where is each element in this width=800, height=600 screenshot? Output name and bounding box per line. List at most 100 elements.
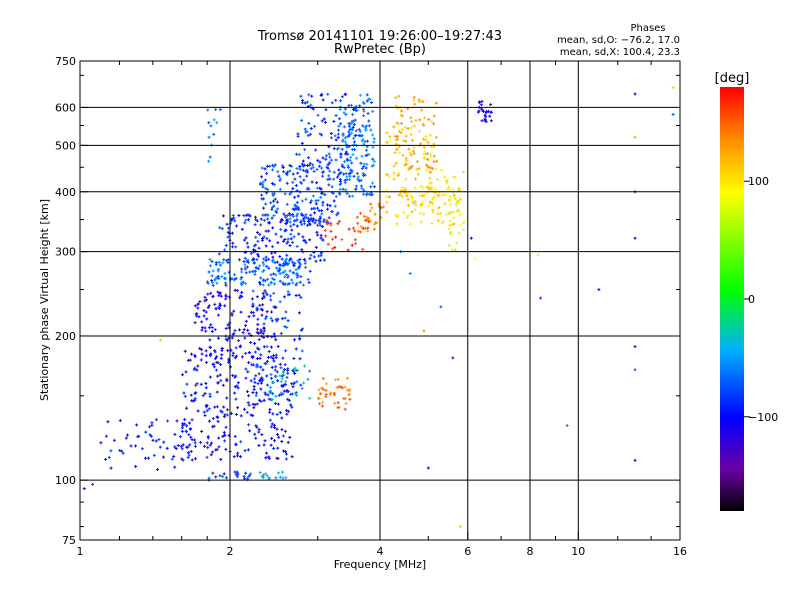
data-point xyxy=(220,379,222,383)
data-point xyxy=(268,397,270,401)
data-point xyxy=(424,116,426,120)
data-point xyxy=(350,103,352,107)
data-point xyxy=(280,263,282,267)
data-point xyxy=(309,223,311,227)
data-point xyxy=(157,468,159,472)
data-point xyxy=(317,223,319,227)
data-point xyxy=(244,251,246,255)
data-point xyxy=(342,187,344,191)
data-point xyxy=(406,194,408,198)
data-point xyxy=(420,99,422,103)
data-point xyxy=(340,182,342,186)
data-point xyxy=(211,330,213,334)
data-point xyxy=(263,336,265,340)
data-point xyxy=(218,260,220,264)
data-point xyxy=(311,216,313,220)
data-point xyxy=(214,349,216,353)
data-point xyxy=(401,114,403,118)
data-point xyxy=(338,173,340,177)
data-point xyxy=(331,191,333,195)
data-point xyxy=(212,416,214,420)
data-point xyxy=(441,168,443,172)
data-point xyxy=(227,235,229,239)
data-point xyxy=(446,179,448,183)
data-point xyxy=(241,270,243,274)
data-point xyxy=(286,412,288,416)
data-point xyxy=(433,114,435,118)
data-point xyxy=(327,92,329,96)
data-point xyxy=(268,257,270,261)
data-point xyxy=(309,269,311,273)
data-point xyxy=(396,222,398,226)
data-point xyxy=(352,112,354,116)
data-point xyxy=(365,148,367,152)
data-point xyxy=(398,94,400,98)
data-point xyxy=(357,221,359,225)
data-point xyxy=(253,387,255,391)
data-point xyxy=(634,236,636,240)
data-point xyxy=(295,184,297,188)
data-point xyxy=(252,414,254,418)
data-point xyxy=(268,350,270,354)
data-point xyxy=(274,261,276,265)
data-point xyxy=(310,217,312,221)
data-point xyxy=(245,282,247,286)
data-point xyxy=(319,216,321,220)
data-point xyxy=(287,367,289,371)
data-point xyxy=(218,445,220,449)
data-point xyxy=(404,188,406,192)
data-point xyxy=(304,261,306,265)
data-point xyxy=(263,257,265,261)
data-point xyxy=(217,269,219,273)
data-point xyxy=(288,399,290,403)
data-point xyxy=(401,189,403,193)
data-point xyxy=(295,204,297,208)
data-point xyxy=(271,251,273,255)
data-point xyxy=(292,187,294,191)
data-point xyxy=(197,302,199,306)
data-point xyxy=(230,348,232,352)
data-point xyxy=(340,170,342,174)
data-point xyxy=(343,111,345,115)
data-point xyxy=(280,220,282,224)
data-point xyxy=(312,163,314,167)
data-point xyxy=(353,226,355,230)
data-point xyxy=(290,224,292,228)
data-point xyxy=(295,272,297,276)
data-point xyxy=(287,369,289,373)
data-point xyxy=(260,223,262,227)
data-point xyxy=(273,272,275,276)
data-point xyxy=(135,444,137,448)
data-point xyxy=(407,203,409,207)
data-point xyxy=(237,386,239,390)
data-point xyxy=(285,349,287,353)
point-cluster xyxy=(316,376,352,411)
data-point xyxy=(305,213,307,217)
data-point xyxy=(261,193,263,197)
data-point xyxy=(261,433,263,437)
data-point xyxy=(598,288,600,292)
data-point xyxy=(208,407,210,411)
data-point xyxy=(254,380,256,384)
data-point xyxy=(412,199,414,203)
data-point xyxy=(293,223,295,227)
data-point xyxy=(330,223,332,227)
data-point xyxy=(273,183,275,187)
data-point xyxy=(314,211,316,215)
data-point xyxy=(368,119,370,123)
data-point xyxy=(241,355,243,359)
data-point xyxy=(393,177,395,181)
data-point xyxy=(293,338,295,342)
data-point xyxy=(267,335,269,339)
data-point xyxy=(234,391,236,395)
phase-stats-x-mode: mean, sd,X: 100.4, 23.3 xyxy=(560,47,680,58)
data-point xyxy=(449,219,451,223)
data-point xyxy=(449,223,451,227)
data-point xyxy=(257,365,259,369)
data-point xyxy=(308,93,310,97)
data-point xyxy=(296,394,298,398)
data-point xyxy=(490,103,492,107)
point-cluster xyxy=(193,288,280,360)
data-point xyxy=(405,193,407,197)
data-point xyxy=(271,182,273,186)
